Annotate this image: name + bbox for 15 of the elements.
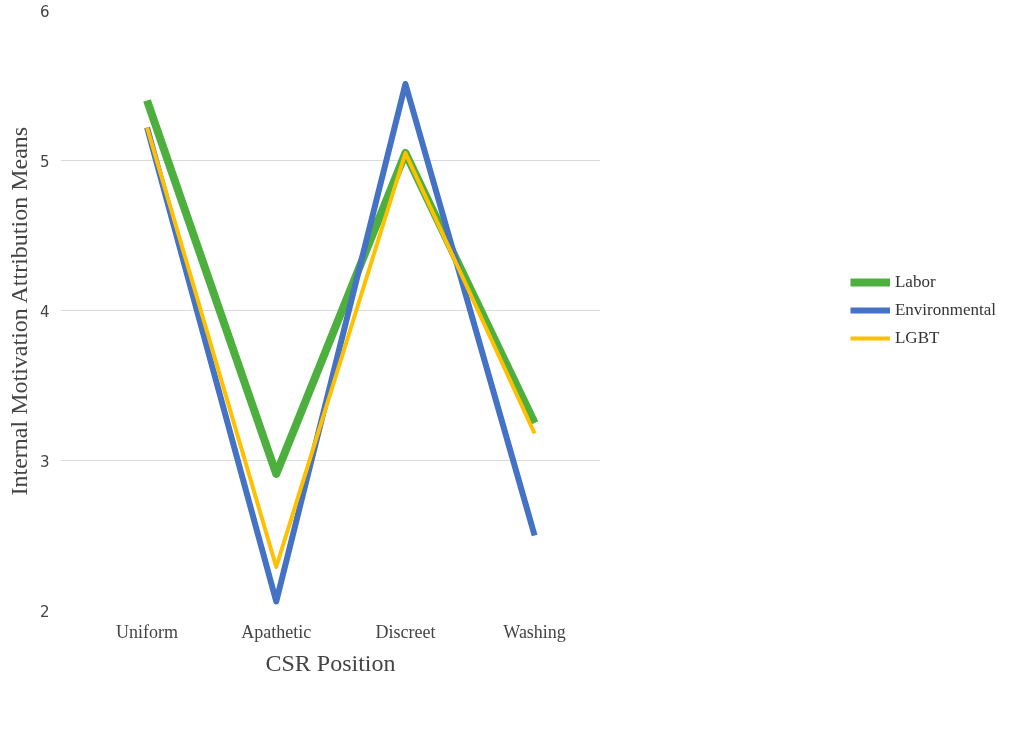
legend-label: Labor	[894, 272, 936, 292]
x-tick-label: Washing	[503, 621, 566, 642]
legend-label: LGBT	[894, 328, 940, 348]
line-series	[145, 125, 537, 569]
y-tick-label: 3	[39, 452, 50, 471]
y-tick-label: 4	[39, 302, 50, 321]
y-tick-label: 2	[39, 602, 50, 621]
x-tick-label: Uniform	[116, 621, 179, 642]
y-tick-label: 6	[39, 2, 50, 21]
legend-label: Environmental	[894, 300, 997, 320]
y-axis-title: Internal Motivation Attribution Means	[5, 126, 32, 496]
x-tick-label: Apathetic	[241, 621, 312, 642]
x-tick-label: Discreet	[375, 621, 436, 642]
y-tick-label: 5	[39, 152, 50, 171]
x-axis-title: CSR Position	[265, 649, 396, 676]
